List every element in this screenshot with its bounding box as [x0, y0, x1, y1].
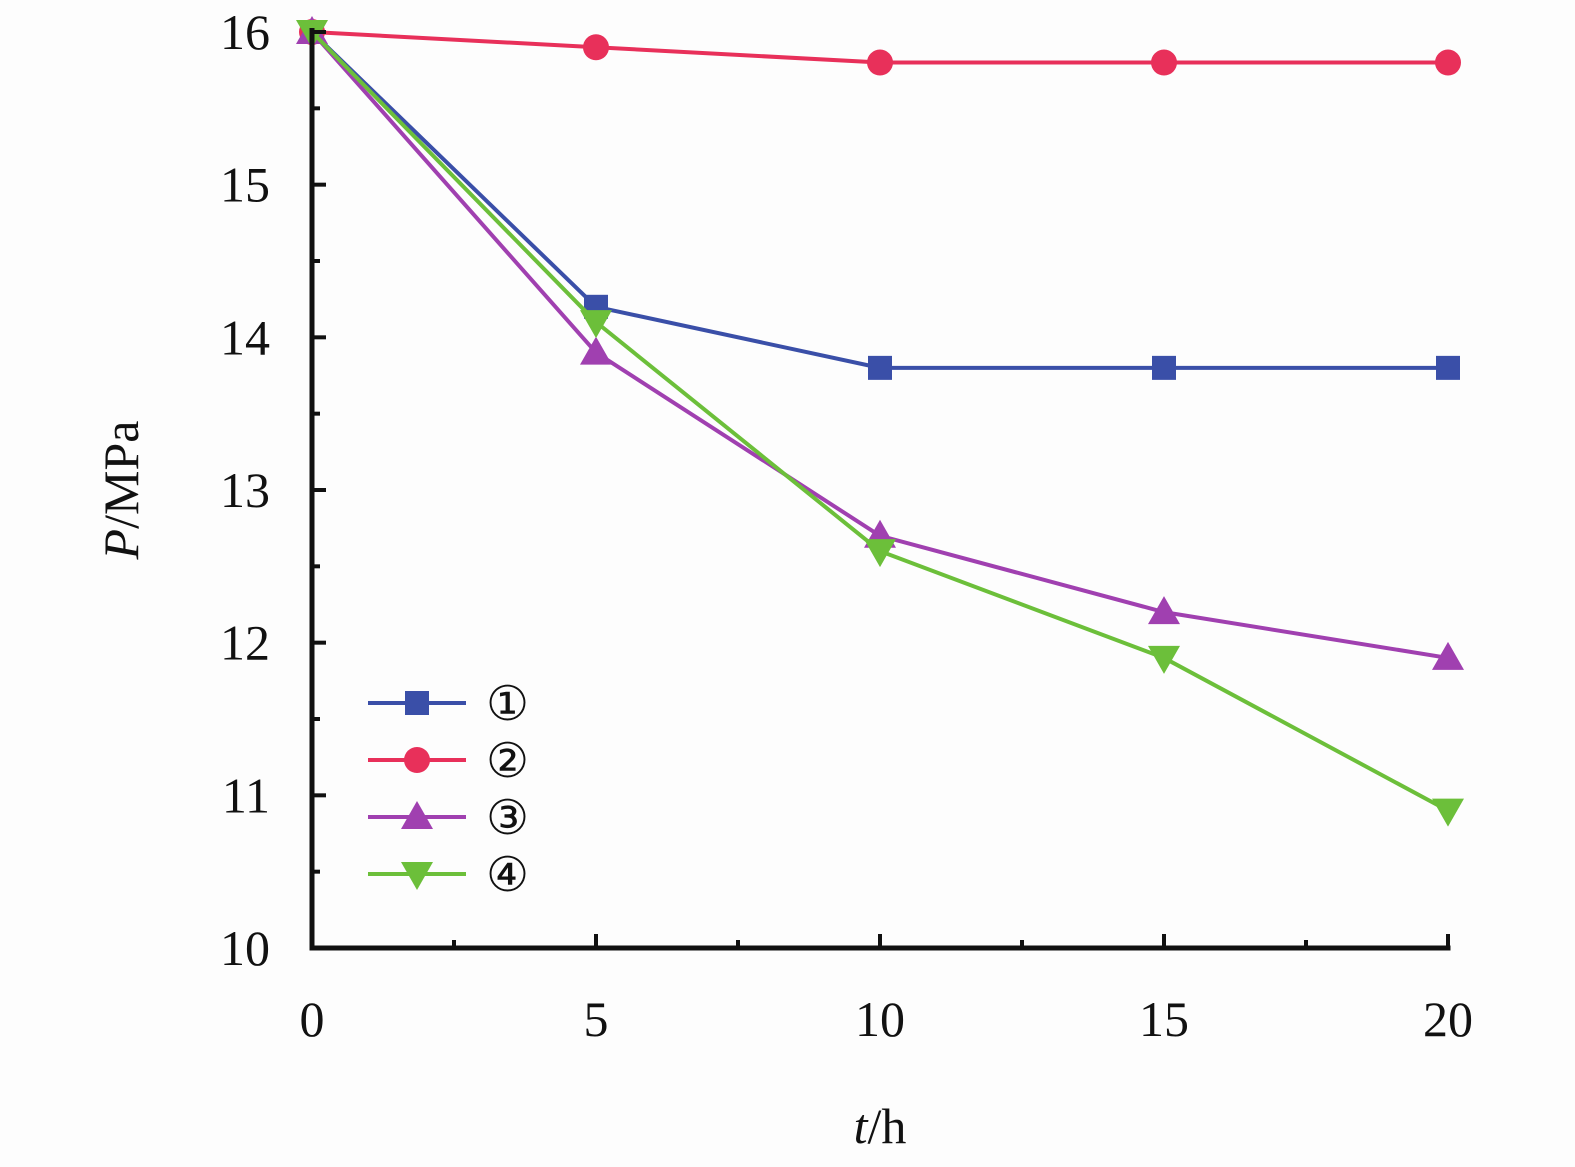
x-tick-label: 10 [855, 991, 905, 1047]
series-1-point [1436, 355, 1460, 380]
series-4-point [1432, 798, 1464, 827]
series-3-point [580, 336, 612, 365]
legend-item-1: ① [368, 676, 529, 732]
y-tick-label: 10 [220, 920, 270, 976]
x-axis-variable: t [854, 1098, 869, 1154]
y-axis-variable: P [93, 529, 149, 561]
series-4-point [1148, 645, 1180, 674]
legend-label: ④ [486, 847, 529, 903]
series-2-point [1151, 49, 1177, 76]
legend-label: ③ [486, 790, 529, 846]
legend-label: ① [486, 676, 529, 732]
legend-item-3: ③ [368, 790, 529, 846]
x-tick-label: 0 [300, 991, 325, 1047]
legend-marker [405, 691, 429, 715]
series-4-line [310, 30, 1449, 813]
ticks: 0 5 10 15 20 10 11 12 13 14 15 16 [220, 4, 1473, 1047]
series-1-point [868, 355, 892, 380]
x-tick-label: 5 [584, 991, 609, 1047]
series-4-point [864, 539, 896, 568]
x-axis-title: t/h [854, 1098, 907, 1154]
series-4-point [580, 310, 612, 339]
axes [309, 28, 1451, 951]
legend-item-2: ② [368, 733, 529, 789]
y-tick-label: 13 [220, 462, 270, 518]
series-2-point [867, 49, 893, 76]
legend-marker [404, 747, 430, 773]
series-2 [299, 19, 1461, 76]
series-3 [296, 16, 1464, 670]
y-tick-label: 12 [220, 615, 270, 671]
series-1-point [1152, 355, 1176, 380]
legend-item-4: ④ [368, 847, 529, 903]
y-axis-unit: /MPa [93, 421, 149, 529]
x-tick-label: 20 [1423, 991, 1473, 1047]
legend-marker [401, 801, 433, 829]
x-axis-unit: /h [868, 1098, 907, 1154]
series-3-point [1432, 641, 1464, 670]
series-layer [296, 16, 1464, 827]
y-tick-label: 11 [222, 767, 270, 823]
series-1 [300, 20, 1460, 380]
y-tick-label: 14 [220, 309, 270, 365]
series-1-line [310, 30, 1448, 370]
x-tick-label: 15 [1139, 991, 1189, 1047]
series-2-point [583, 34, 609, 61]
series-3-point [1148, 596, 1180, 625]
legend-label: ② [486, 733, 529, 789]
y-axis-title: P/MPa [93, 421, 149, 561]
series-4 [296, 20, 1464, 827]
y-tick-label: 15 [220, 157, 270, 213]
legend-marker [401, 862, 433, 890]
series-2-point [1435, 49, 1461, 76]
y-tick-label: 16 [220, 4, 270, 60]
